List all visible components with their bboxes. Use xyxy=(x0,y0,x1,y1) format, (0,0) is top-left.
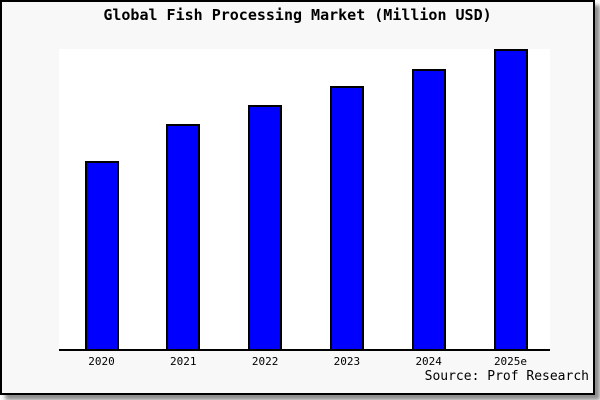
x-tick-label-2024: 2024 xyxy=(415,355,442,368)
bar-2024 xyxy=(411,69,446,349)
bar-2021 xyxy=(166,124,201,349)
plot-area xyxy=(59,49,550,349)
bar-2022 xyxy=(248,105,283,349)
x-tick-label-2020: 2020 xyxy=(88,355,115,368)
x-tick-label-2022: 2022 xyxy=(251,355,279,368)
x-tick-label-2025e: 2025e xyxy=(493,355,528,368)
bar-2025e xyxy=(493,49,528,349)
bar-2023 xyxy=(329,86,364,349)
x-tick-label-2021: 2021 xyxy=(170,355,197,368)
chart-title: Global Fish Processing Market (Million U… xyxy=(103,6,492,24)
x-axis-labels: 2020 2021 2022 2023 2024 2025e xyxy=(59,355,550,369)
x-axis-line xyxy=(59,349,550,351)
x-tick-label-2023: 2023 xyxy=(333,355,361,368)
bar-2020 xyxy=(84,161,119,349)
chart-frame: Global Fish Processing Market (Million U… xyxy=(0,0,595,395)
source-note: Source: Prof Research xyxy=(424,369,589,384)
